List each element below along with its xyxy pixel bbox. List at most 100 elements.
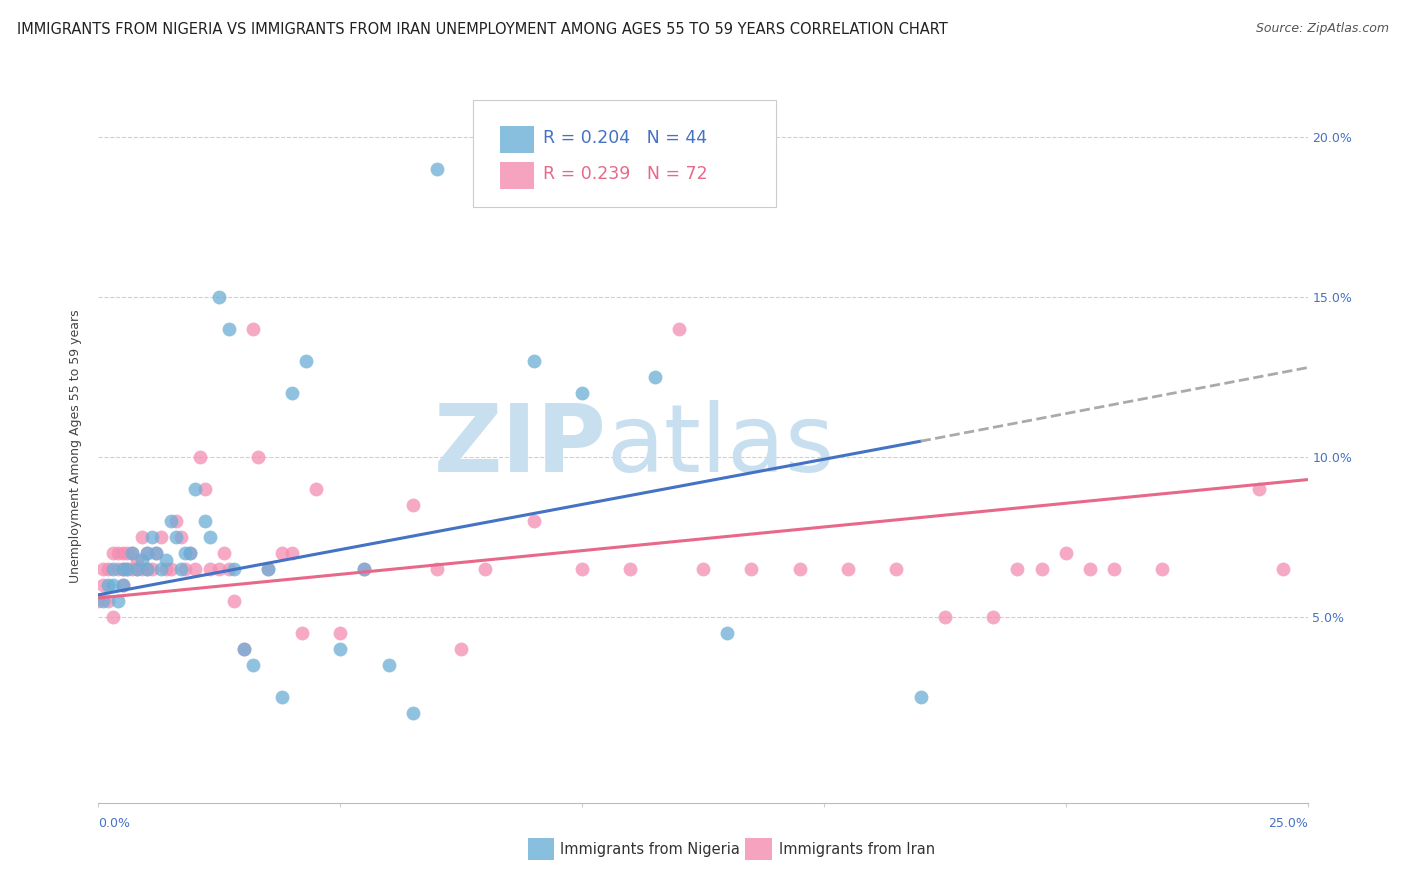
Bar	[745, 838, 772, 860]
Point	[141, 530, 163, 544]
Point	[150, 562, 173, 576]
Bar	[527, 838, 554, 860]
Point	[101, 578, 124, 592]
Point	[474, 562, 496, 576]
Point	[571, 386, 593, 401]
Bar	[501, 127, 534, 153]
Text: atlas: atlas	[606, 400, 835, 492]
Point	[402, 498, 425, 512]
Point	[523, 354, 546, 368]
Point	[198, 562, 221, 576]
Point	[934, 610, 956, 624]
Point	[789, 562, 811, 576]
Point	[619, 562, 641, 576]
Point	[1054, 546, 1077, 560]
Point	[837, 562, 859, 576]
Point	[127, 562, 149, 576]
Point	[1102, 562, 1125, 576]
Point	[222, 562, 245, 576]
Point	[194, 482, 217, 496]
Point	[353, 562, 375, 576]
Point	[222, 594, 245, 608]
Point	[218, 562, 240, 576]
Point	[131, 552, 153, 566]
Point	[668, 322, 690, 336]
Point	[179, 546, 201, 560]
Point	[107, 562, 129, 576]
Point	[179, 546, 201, 560]
Text: R = 0.204   N = 44: R = 0.204 N = 44	[543, 129, 707, 147]
Point	[169, 530, 191, 544]
Point	[184, 482, 207, 496]
Y-axis label: Unemployment Among Ages 55 to 59 years: Unemployment Among Ages 55 to 59 years	[69, 310, 83, 582]
Text: Source: ZipAtlas.com: Source: ZipAtlas.com	[1256, 22, 1389, 36]
Point	[290, 626, 312, 640]
Point	[305, 482, 328, 496]
Point	[218, 322, 240, 336]
Point	[281, 546, 304, 560]
Point	[1007, 562, 1029, 576]
Point	[135, 562, 157, 576]
Point	[271, 546, 294, 560]
Point	[107, 594, 129, 608]
Point	[111, 578, 134, 592]
Point	[127, 562, 149, 576]
Point	[198, 530, 221, 544]
Point	[740, 562, 762, 576]
Point	[97, 562, 120, 576]
Point	[91, 562, 114, 576]
Point	[145, 546, 167, 560]
Point	[184, 562, 207, 576]
Point	[523, 514, 546, 528]
Point	[131, 562, 153, 576]
Point	[174, 546, 197, 560]
Point	[212, 546, 235, 560]
Point	[981, 610, 1004, 624]
Point	[886, 562, 908, 576]
FancyBboxPatch shape	[474, 100, 776, 207]
Text: R = 0.239   N = 72: R = 0.239 N = 72	[543, 165, 709, 183]
Point	[1272, 562, 1295, 576]
Point	[208, 290, 231, 304]
Point	[169, 562, 191, 576]
Text: IMMIGRANTS FROM NIGERIA VS IMMIGRANTS FROM IRAN UNEMPLOYMENT AMONG AGES 55 TO 59: IMMIGRANTS FROM NIGERIA VS IMMIGRANTS FR…	[17, 22, 948, 37]
Point	[194, 514, 217, 528]
Point	[101, 562, 124, 576]
Point	[353, 562, 375, 576]
Point	[1078, 562, 1101, 576]
Point	[247, 450, 270, 465]
Point	[91, 594, 114, 608]
Point	[295, 354, 318, 368]
Point	[232, 642, 254, 657]
Point	[121, 562, 143, 576]
Point	[101, 610, 124, 624]
Point	[329, 642, 352, 657]
Point	[91, 578, 114, 592]
Point	[242, 322, 264, 336]
Point	[402, 706, 425, 721]
Point	[377, 658, 399, 673]
Point	[1249, 482, 1271, 496]
Point	[450, 642, 472, 657]
Point	[117, 562, 139, 576]
Bar	[501, 162, 534, 189]
Point	[242, 658, 264, 673]
Point	[256, 562, 278, 576]
Point	[271, 690, 294, 705]
Point	[329, 626, 352, 640]
Point	[692, 562, 714, 576]
Point	[150, 530, 173, 544]
Point	[111, 578, 134, 592]
Point	[232, 642, 254, 657]
Point	[135, 546, 157, 560]
Point	[87, 594, 110, 608]
Point	[571, 562, 593, 576]
Point	[910, 690, 932, 705]
Point	[111, 562, 134, 576]
Point	[1152, 562, 1174, 576]
Point	[165, 514, 187, 528]
Point	[101, 546, 124, 560]
Point	[426, 162, 449, 177]
Point	[141, 562, 163, 576]
Point	[121, 546, 143, 560]
